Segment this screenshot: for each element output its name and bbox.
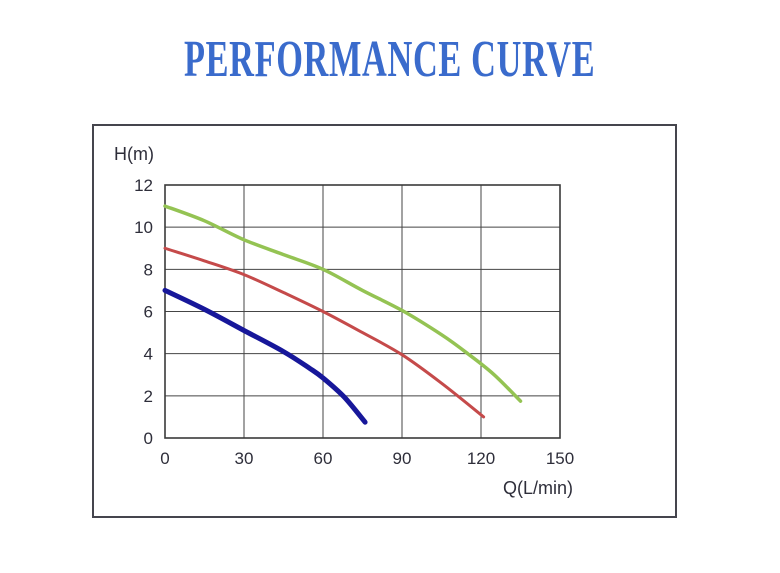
y-tick-label: 6	[144, 303, 153, 322]
y-tick-label: 8	[144, 260, 153, 279]
performance-chart: 0 30 60 90 120 150 0 2 4 6 8 10 12 H(m) Q(L/min)	[114, 144, 574, 498]
y-tick-label: 4	[144, 345, 153, 364]
chart-container: 0 30 60 90 120 150 0 2 4 6 8 10 12 H(m) Q(L/min)	[92, 124, 677, 518]
x-tick-label: 90	[393, 449, 412, 468]
x-tick-label: 150	[546, 449, 574, 468]
y-tick-label: 10	[134, 218, 153, 237]
red-curve	[163, 246, 486, 419]
y-tick-label: 2	[144, 387, 153, 406]
green-curve	[163, 204, 523, 403]
page-title: PERFORMANCE CURVE	[184, 31, 596, 88]
plot-border	[164, 184, 561, 439]
x-tick-label: 60	[314, 449, 333, 468]
y-axis-label: H(m)	[114, 144, 154, 164]
blue-curve	[162, 287, 368, 425]
y-tick-label: 12	[134, 176, 153, 195]
x-tick-label: 0	[160, 449, 169, 468]
y-tick-label: 0	[144, 429, 153, 448]
title-bar: PERFORMANCE CURVE	[0, 30, 780, 90]
x-tick-label: 30	[235, 449, 254, 468]
x-tick-label: 120	[467, 449, 495, 468]
x-axis-label: Q(L/min)	[503, 478, 573, 498]
